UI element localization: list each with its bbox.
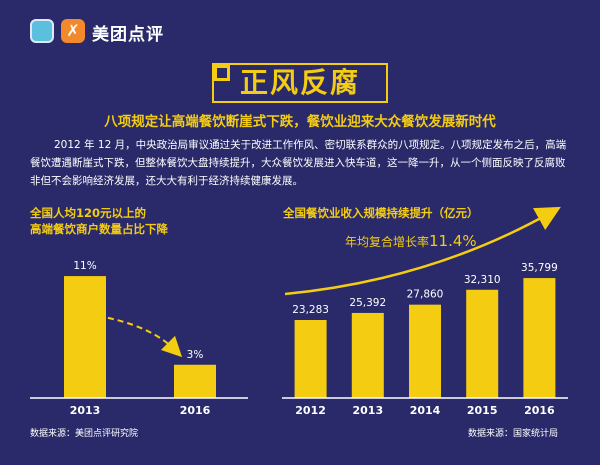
left-chart-source: 数据来源：美团点评研究院	[30, 429, 139, 439]
value-label-2014: 27,860	[407, 289, 444, 301]
intro-paragraph: 2012 年 12 月，中央政治局审议通过关于改进工作作风、密切联系群众的八项规…	[30, 139, 567, 187]
left-chart-title: 全国人均120元以上的 高端餐饮商户数量占比下降	[30, 205, 168, 237]
left-bar-chart: 11% 2013 3% 2016	[64, 260, 216, 417]
tick-label-2015: 2015	[467, 404, 498, 417]
brand-name: 美团点评	[92, 25, 164, 45]
growth-arrow	[284, 206, 561, 296]
app-icon	[30, 19, 54, 43]
bar-2012	[294, 320, 327, 398]
meituan-logo-icon: ✗	[61, 19, 85, 43]
bar-2015	[466, 289, 499, 398]
tick-label-2016: 2016	[524, 404, 555, 417]
value-label-2013: 25,392	[349, 297, 386, 309]
tick-label-2013: 2013	[70, 404, 101, 417]
left-chart-title-line1: 全国人均120元以上的	[30, 206, 147, 220]
decline-arrow	[97, 315, 183, 358]
value-label-2013: 11%	[73, 260, 96, 272]
tick-label-2016: 2016	[180, 404, 211, 417]
left-chart-title-line2: 高端餐饮商户数量占比下降	[30, 222, 168, 236]
page-title: 正风反腐	[239, 66, 360, 99]
value-label-2015: 32,310	[464, 274, 501, 286]
right-bar-chart: 23,283 2012 25,392 2013 27,860 2014 32,310 2015…	[292, 262, 558, 417]
tick-label-2012: 2012	[295, 404, 326, 417]
title-frame	[212, 63, 388, 103]
growth-annotation: 年均复合增长率11.4%	[345, 232, 477, 250]
bar-2014	[409, 304, 441, 398]
bar-2013	[64, 276, 106, 398]
value-label-2016: 35,799	[521, 262, 558, 274]
bar-2016	[174, 364, 216, 398]
page-subtitle: 八项规定让高端餐饮断崖式下跌，餐饮业迎来大众餐饮发展新时代	[104, 114, 496, 130]
bar-2016	[523, 278, 556, 398]
value-label-2016: 3%	[187, 349, 204, 361]
tick-label-2014: 2014	[410, 404, 441, 417]
right-chart-source: 数据来源：国家统计局	[468, 429, 559, 439]
right-chart-title: 全国餐饮业收入规模持续提升（亿元）	[283, 206, 479, 220]
tick-label-2013: 2013	[352, 404, 383, 417]
value-label-2012: 23,283	[292, 304, 329, 316]
bar-2013	[351, 312, 384, 398]
